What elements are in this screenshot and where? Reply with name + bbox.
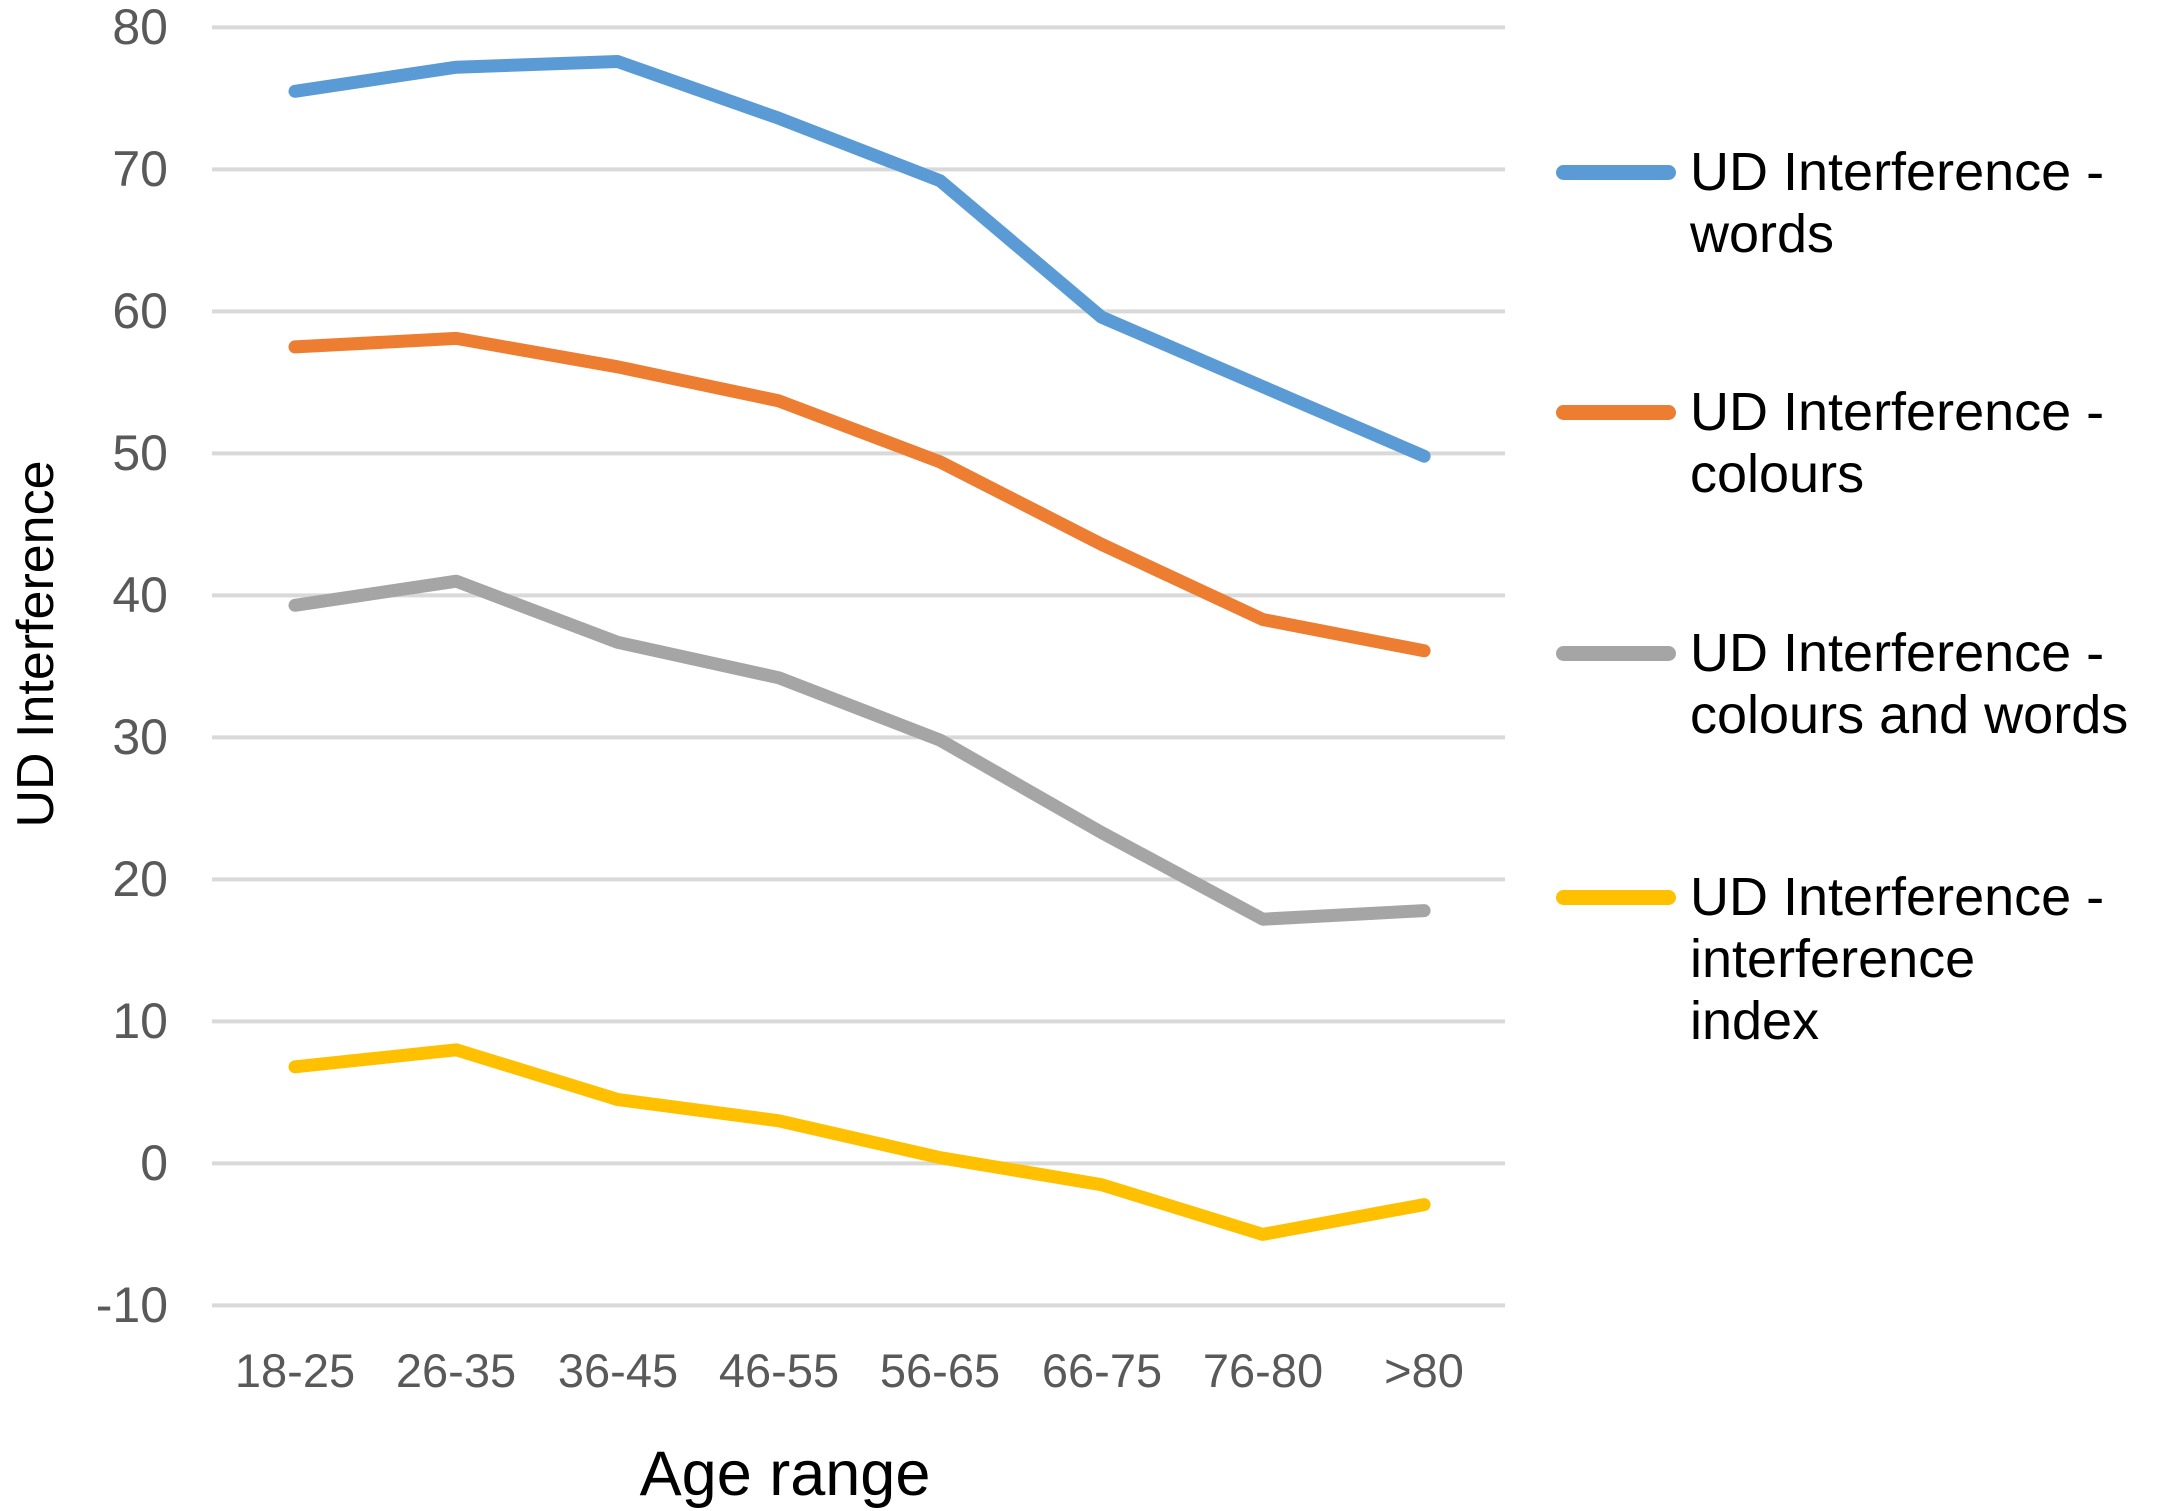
y-tick-label: 20 xyxy=(112,851,168,907)
legend-line-swatch-interference-index xyxy=(1556,890,1676,905)
x-tick-label: 66-75 xyxy=(1041,1344,1163,1397)
y-tick-label: 0 xyxy=(140,1135,168,1191)
legend-label-interference-index: UD Interference - interference index xyxy=(1690,866,2167,1052)
legend-label-line: colours xyxy=(1690,444,1865,504)
y-tick-label: 80 xyxy=(112,0,168,55)
y-tick-label: -10 xyxy=(95,1277,168,1333)
x-tick-label: >80 xyxy=(1384,1344,1464,1397)
y-tick-label: 70 xyxy=(112,141,168,197)
x-tick-label: 36-45 xyxy=(557,1344,679,1397)
x-tick-label: 76-80 xyxy=(1202,1344,1324,1397)
y-tick-label: 30 xyxy=(112,709,168,765)
x-tick-label: 18-25 xyxy=(234,1344,356,1397)
legend-line-swatch-words xyxy=(1556,165,1676,180)
legend-entry-words: UD Interference - words xyxy=(1556,141,2167,265)
y-tick-label: 50 xyxy=(112,425,168,481)
legend-label-colours: UD Interference - colours xyxy=(1690,381,2167,505)
y-axis-title: UD Interference xyxy=(7,460,65,828)
legend-label-line: interference xyxy=(1690,929,1976,989)
y-tick-label: 10 xyxy=(112,993,168,1049)
legend-entry-colours: UD Interference - colours xyxy=(1556,381,2167,505)
legend-label-line: UD Interference - xyxy=(1690,867,2105,927)
legend-label-line: index xyxy=(1690,991,1820,1051)
legend-line-swatch-colours xyxy=(1556,405,1676,420)
legend-label-colours-and-words: UD Interference - colours and words xyxy=(1690,622,2167,746)
y-tick-label: 40 xyxy=(112,567,168,623)
legend-line-swatch-colours-and-words xyxy=(1556,646,1676,661)
y-tick-label: 60 xyxy=(112,283,168,339)
legend-label-line: UD Interference - xyxy=(1690,382,2105,442)
legend-label-line: colours and words xyxy=(1690,685,2129,745)
legend-entry-colours-and-words: UD Interference - colours and words xyxy=(1556,622,2167,746)
legend-entry-interference-index: UD Interference - interference index xyxy=(1556,866,2167,1052)
x-axis-title: Age range xyxy=(639,1439,931,1509)
legend-label-line: UD Interference - xyxy=(1690,142,2105,202)
legend-label-words: UD Interference - words xyxy=(1690,141,2167,265)
x-tick-label: 26-35 xyxy=(395,1344,517,1397)
legend-label-line: words xyxy=(1690,204,1835,264)
x-tick-label: 56-65 xyxy=(879,1344,1001,1397)
x-tick-label: 46-55 xyxy=(718,1344,840,1397)
legend-label-line: UD Interference - xyxy=(1690,623,2105,683)
